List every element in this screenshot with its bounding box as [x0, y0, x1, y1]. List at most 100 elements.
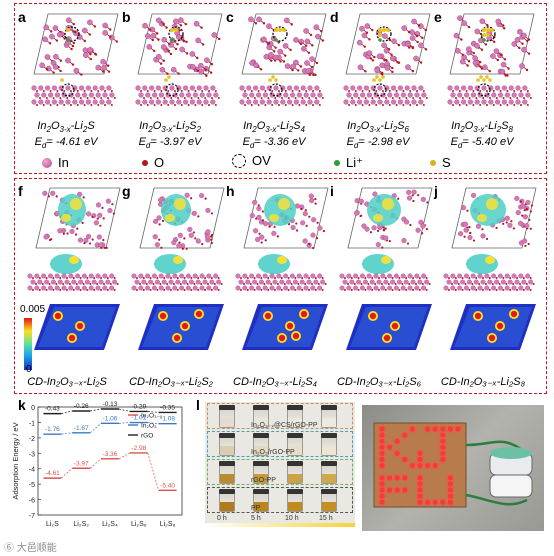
energy-symbol: E [346, 136, 354, 149]
formula-part: 2 [392, 125, 398, 135]
vial-row [207, 403, 353, 429]
led-demo-photo [362, 405, 544, 531]
connector-line [147, 422, 159, 425]
formula-part: 3-x [265, 125, 277, 135]
legend-s-label: S [442, 155, 451, 170]
panel-h-caption: CD-In₂O₃₋ₓ-Li₂S₄ [233, 376, 317, 388]
led [387, 487, 393, 493]
panel-f-caption: CD-In₂O₃₋ₓ-Li₂S [27, 376, 107, 388]
led [402, 432, 408, 438]
panel-f-label: f [18, 183, 23, 199]
formula-part: In [347, 120, 357, 132]
data-label: -0.29 [131, 403, 146, 410]
panel-d-label: d [330, 9, 339, 25]
led [379, 426, 385, 432]
panel-g-label: g [122, 183, 131, 199]
vial [219, 405, 235, 428]
x-tick-label: Li₂S₆ [131, 521, 147, 528]
time-gradient-bar [205, 523, 355, 527]
led [409, 426, 415, 432]
led [417, 499, 423, 505]
formula-part: In [243, 120, 253, 132]
data-label: -4.61 [45, 470, 60, 477]
y-tick-label: -1 [29, 420, 35, 427]
charge-density-f-drawing [27, 187, 121, 350]
vial-row-label: PP [251, 505, 261, 512]
connector-line [118, 422, 130, 424]
time-label: 5 h [251, 515, 261, 522]
data-label: -0.35 [160, 404, 175, 411]
led [447, 426, 453, 432]
y-tick-label: -5 [29, 482, 35, 489]
led [394, 487, 400, 493]
led [432, 499, 438, 505]
formula-part: 2 [196, 125, 201, 135]
led [379, 438, 385, 444]
formula-part: 2 [46, 125, 51, 135]
panel-h-label: h [226, 183, 235, 199]
connector-line [118, 452, 130, 460]
panel-e-caption: In2O3-x-Li2S8 Ed= -5.40 eV [437, 120, 527, 152]
led [379, 444, 385, 450]
frame-top [14, 3, 547, 174]
energy-subscript: d [41, 141, 47, 151]
data-label: -1.06 [103, 415, 118, 422]
charge-density-j-drawing [443, 187, 537, 350]
formula-part: 6 [404, 125, 409, 135]
energy-symbol: E [242, 136, 250, 149]
formula-part: 2 [496, 125, 502, 135]
led [447, 499, 453, 505]
data-label: -1.08 [160, 416, 175, 423]
panel-b-label: b [122, 9, 131, 25]
panel-d-caption: In2O3-x-Li2S6 Ed= -2.98 eV [333, 120, 423, 152]
structure-e-drawing [447, 13, 535, 106]
panel-i-caption: CD-In₂O₃₋ₓ-Li₂S₆ [336, 376, 421, 388]
led [387, 475, 393, 481]
vial [219, 489, 235, 512]
led [417, 487, 423, 493]
led [409, 463, 415, 469]
structure-d-drawing [343, 13, 431, 106]
data-label: -2.98 [131, 445, 146, 452]
energy-value: = -4.61 eV [46, 136, 98, 149]
structure-a-drawing [31, 13, 119, 106]
vial [287, 433, 303, 456]
formula-part: O [50, 120, 60, 132]
vial [253, 433, 269, 456]
vial [321, 405, 337, 428]
led [447, 487, 453, 493]
colorbar-gradient [24, 318, 32, 370]
data-label: -5.40 [160, 482, 175, 489]
legend-o-label: O [154, 155, 165, 170]
panel-c-energy: Ed= -3.36 eV [229, 136, 319, 152]
led [379, 487, 385, 493]
panel-j-caption: CD-In₂O₃₋ₓ-Li₂S₈ [440, 376, 526, 388]
led [432, 463, 438, 469]
led [402, 487, 408, 493]
vial [253, 489, 269, 512]
vial-row-label: rGO-PP [251, 477, 276, 484]
panel-b-energy: Ed= -3.97 eV [125, 136, 215, 152]
led [402, 456, 408, 463]
formula-part: In [139, 120, 149, 132]
energy-subscript: d [353, 141, 359, 151]
led [447, 493, 453, 499]
led [425, 499, 431, 505]
data-label: -1.76 [45, 426, 60, 433]
formula-part: O [152, 120, 162, 132]
time-label: 10 h [285, 515, 299, 522]
data-label: -3.36 [103, 451, 118, 458]
formula-part: In [37, 120, 47, 132]
y-tick-label: -7 [29, 513, 35, 520]
panel-c-formula: In2O3-x-Li2S4 [229, 120, 319, 136]
connector-line [147, 452, 159, 491]
vial-row [207, 487, 353, 513]
legend-ov-label: OV [252, 153, 271, 168]
led [379, 432, 385, 438]
led [417, 456, 423, 463]
x-tick-label: Li₂S₈ [160, 521, 176, 528]
energy-symbol: E [34, 136, 42, 149]
led [440, 450, 446, 456]
formula-part: -Li [172, 120, 185, 132]
formula-part: 2 [184, 125, 190, 135]
